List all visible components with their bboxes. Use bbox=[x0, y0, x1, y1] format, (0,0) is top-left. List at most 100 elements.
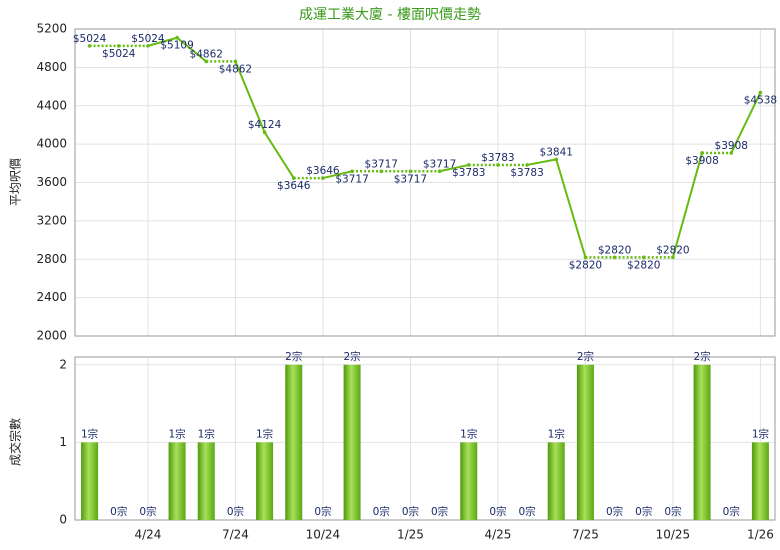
data-label: 0宗 bbox=[635, 505, 652, 518]
data-label: $2820 bbox=[656, 244, 689, 256]
data-label: 0宗 bbox=[606, 505, 623, 518]
x-tick-label: 4/24 bbox=[134, 528, 161, 542]
data-point bbox=[146, 44, 150, 48]
data-label: $5109 bbox=[160, 40, 193, 52]
data-label: 1宗 bbox=[752, 427, 769, 440]
line-segment bbox=[322, 170, 353, 180]
plot-frame bbox=[74, 28, 776, 337]
y-axis-label: 成交宗數 bbox=[8, 418, 23, 466]
y-tick-label: 4800 bbox=[36, 60, 67, 74]
plot-frame bbox=[74, 356, 776, 521]
bar bbox=[693, 364, 711, 520]
data-label: $5024 bbox=[73, 33, 107, 45]
line-segment bbox=[439, 163, 469, 173]
data-label: $2820 bbox=[569, 259, 602, 271]
data-point bbox=[175, 35, 179, 40]
data-label: 1宗 bbox=[460, 427, 477, 440]
data-point bbox=[700, 151, 704, 155]
bar bbox=[81, 442, 99, 520]
y-axis-label: 平均呎價 bbox=[9, 158, 23, 206]
line-segment bbox=[555, 159, 587, 258]
data-point bbox=[554, 157, 559, 162]
data-point bbox=[87, 44, 92, 48]
bar bbox=[256, 442, 274, 520]
y-tick-label: 5200 bbox=[36, 22, 67, 36]
data-label: $3783 bbox=[452, 167, 485, 179]
data-label: 1宗 bbox=[81, 427, 98, 440]
data-point bbox=[321, 176, 325, 180]
data-label: 0宗 bbox=[139, 505, 156, 518]
data-label: $3717 bbox=[423, 158, 456, 170]
data-label: 1宗 bbox=[548, 427, 565, 440]
line-segment bbox=[147, 36, 178, 47]
x-tick-label: 10/24 bbox=[306, 528, 341, 542]
data-point bbox=[729, 151, 734, 155]
data-label: $3783 bbox=[510, 167, 543, 179]
bar bbox=[751, 442, 769, 520]
data-point bbox=[379, 169, 384, 174]
bar bbox=[576, 364, 594, 520]
data-label: 0宗 bbox=[664, 505, 681, 518]
data-label: $4538 bbox=[744, 95, 777, 107]
bar bbox=[343, 364, 361, 520]
line-segment bbox=[176, 36, 207, 63]
y-tick-label: 1 bbox=[59, 435, 67, 449]
data-label: 0宗 bbox=[373, 505, 390, 518]
data-label: 0宗 bbox=[227, 505, 244, 518]
chart-title: 成運工業大廈 - 樓面呎價走勢 bbox=[299, 6, 481, 23]
x-tick-label: 4/25 bbox=[484, 528, 511, 542]
data-point bbox=[262, 130, 267, 135]
data-label: $3783 bbox=[481, 152, 514, 164]
data-label: 1宗 bbox=[198, 427, 215, 440]
data-point bbox=[496, 163, 500, 167]
data-label: $4862 bbox=[190, 48, 223, 60]
data-point bbox=[641, 255, 646, 260]
data-label: 0宗 bbox=[431, 505, 448, 518]
data-label: $2820 bbox=[598, 244, 631, 256]
y-tick-label: 3200 bbox=[36, 213, 67, 227]
data-label: $5024 bbox=[102, 48, 136, 60]
data-label: $5024 bbox=[131, 33, 165, 45]
data-label: 1宗 bbox=[256, 427, 273, 440]
line-segment bbox=[671, 152, 704, 258]
data-label: $3908 bbox=[685, 155, 718, 167]
data-label: 2宗 bbox=[343, 350, 360, 363]
data-point bbox=[671, 255, 675, 260]
data-label: 0宗 bbox=[402, 505, 419, 518]
data-label: $3717 bbox=[394, 173, 427, 185]
y-tick-label: 3600 bbox=[36, 175, 67, 189]
data-label: $3841 bbox=[540, 146, 573, 158]
bar bbox=[460, 442, 478, 520]
bar bbox=[168, 442, 186, 520]
x-tick-label: 7/25 bbox=[572, 528, 599, 542]
data-point bbox=[116, 44, 121, 48]
data-point bbox=[758, 90, 763, 95]
data-label: 0宗 bbox=[110, 505, 127, 518]
data-label: 0宗 bbox=[518, 505, 535, 518]
x-tick-label: 7/24 bbox=[222, 528, 249, 542]
y-tick-label: 2 bbox=[59, 357, 67, 371]
data-point bbox=[466, 163, 471, 167]
bar bbox=[547, 442, 565, 520]
y-tick-label: 0 bbox=[59, 513, 67, 527]
data-label: 0宗 bbox=[314, 505, 331, 518]
x-tick-label: 10/25 bbox=[656, 528, 691, 542]
data-label: $3646 bbox=[306, 165, 340, 177]
data-label: $4862 bbox=[219, 63, 252, 75]
y-tick-label: 2800 bbox=[36, 252, 67, 266]
data-point bbox=[437, 169, 442, 174]
x-tick-label: 1/25 bbox=[397, 528, 424, 542]
y-tick-label: 2000 bbox=[36, 329, 67, 343]
data-point bbox=[291, 176, 296, 180]
data-label: 2宗 bbox=[693, 350, 710, 363]
data-label: $4124 bbox=[248, 119, 282, 131]
x-tick-label: 1/26 bbox=[747, 528, 774, 542]
data-point bbox=[408, 169, 413, 174]
line-segment bbox=[263, 131, 295, 179]
data-label: 1宗 bbox=[168, 427, 185, 440]
data-label: $2820 bbox=[627, 259, 660, 271]
data-label: $3717 bbox=[335, 173, 368, 185]
y-tick-label: 2400 bbox=[36, 290, 67, 304]
line-segment bbox=[526, 158, 557, 166]
